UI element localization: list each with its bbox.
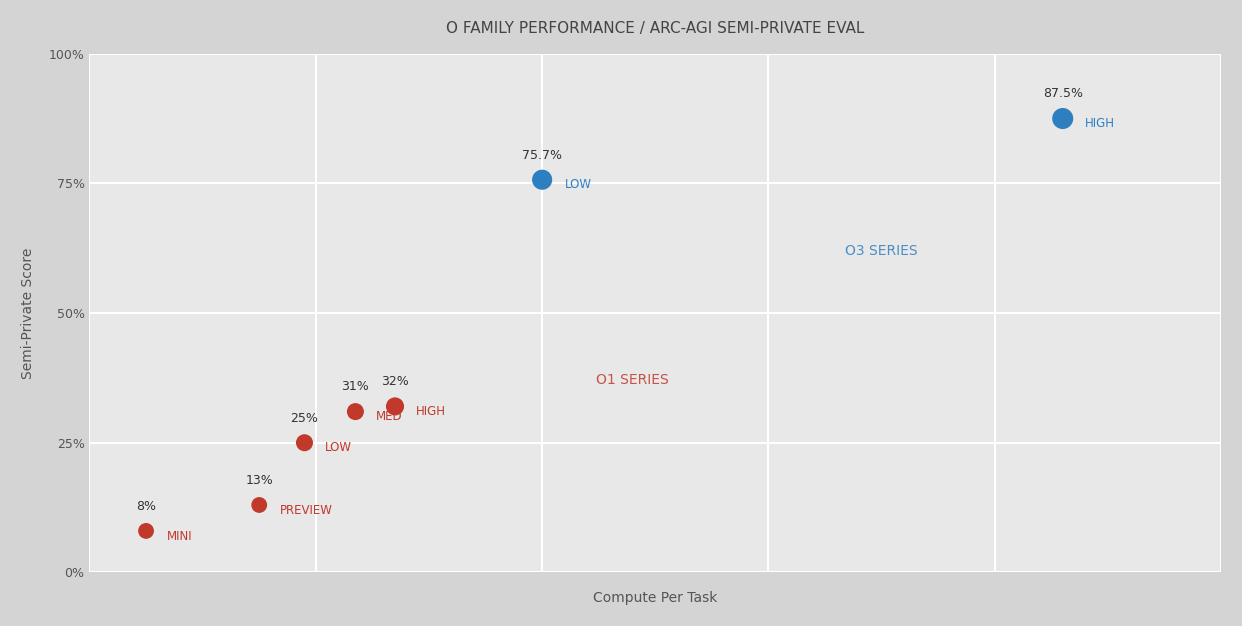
Text: O1 SERIES: O1 SERIES xyxy=(596,374,669,387)
Point xyxy=(137,526,156,536)
Text: 75.7%: 75.7% xyxy=(522,148,563,162)
Text: 13%: 13% xyxy=(246,474,273,487)
Text: 8%: 8% xyxy=(137,500,156,513)
Point xyxy=(1053,113,1073,123)
Text: MED: MED xyxy=(376,410,402,423)
Text: O3 SERIES: O3 SERIES xyxy=(846,244,918,258)
Y-axis label: Semi-Private Score: Semi-Private Score xyxy=(21,247,35,379)
Text: 32%: 32% xyxy=(381,375,409,388)
Point xyxy=(294,438,314,448)
Text: HIGH: HIGH xyxy=(1086,117,1115,130)
Point xyxy=(533,175,553,185)
Text: PREVIEW: PREVIEW xyxy=(279,504,333,516)
Text: 87.5%: 87.5% xyxy=(1043,88,1083,100)
Text: 31%: 31% xyxy=(342,381,369,394)
Text: 25%: 25% xyxy=(291,411,318,424)
X-axis label: Compute Per Task: Compute Per Task xyxy=(594,591,718,605)
Point xyxy=(385,401,405,411)
Point xyxy=(345,407,365,417)
Text: MINI: MINI xyxy=(166,530,193,543)
Text: HIGH: HIGH xyxy=(415,405,446,418)
Title: O FAMILY PERFORMANCE / ARC-AGI SEMI-PRIVATE EVAL: O FAMILY PERFORMANCE / ARC-AGI SEMI-PRIV… xyxy=(446,21,864,36)
Point xyxy=(250,500,270,510)
Text: LOW: LOW xyxy=(325,441,351,454)
Text: LOW: LOW xyxy=(565,178,591,192)
